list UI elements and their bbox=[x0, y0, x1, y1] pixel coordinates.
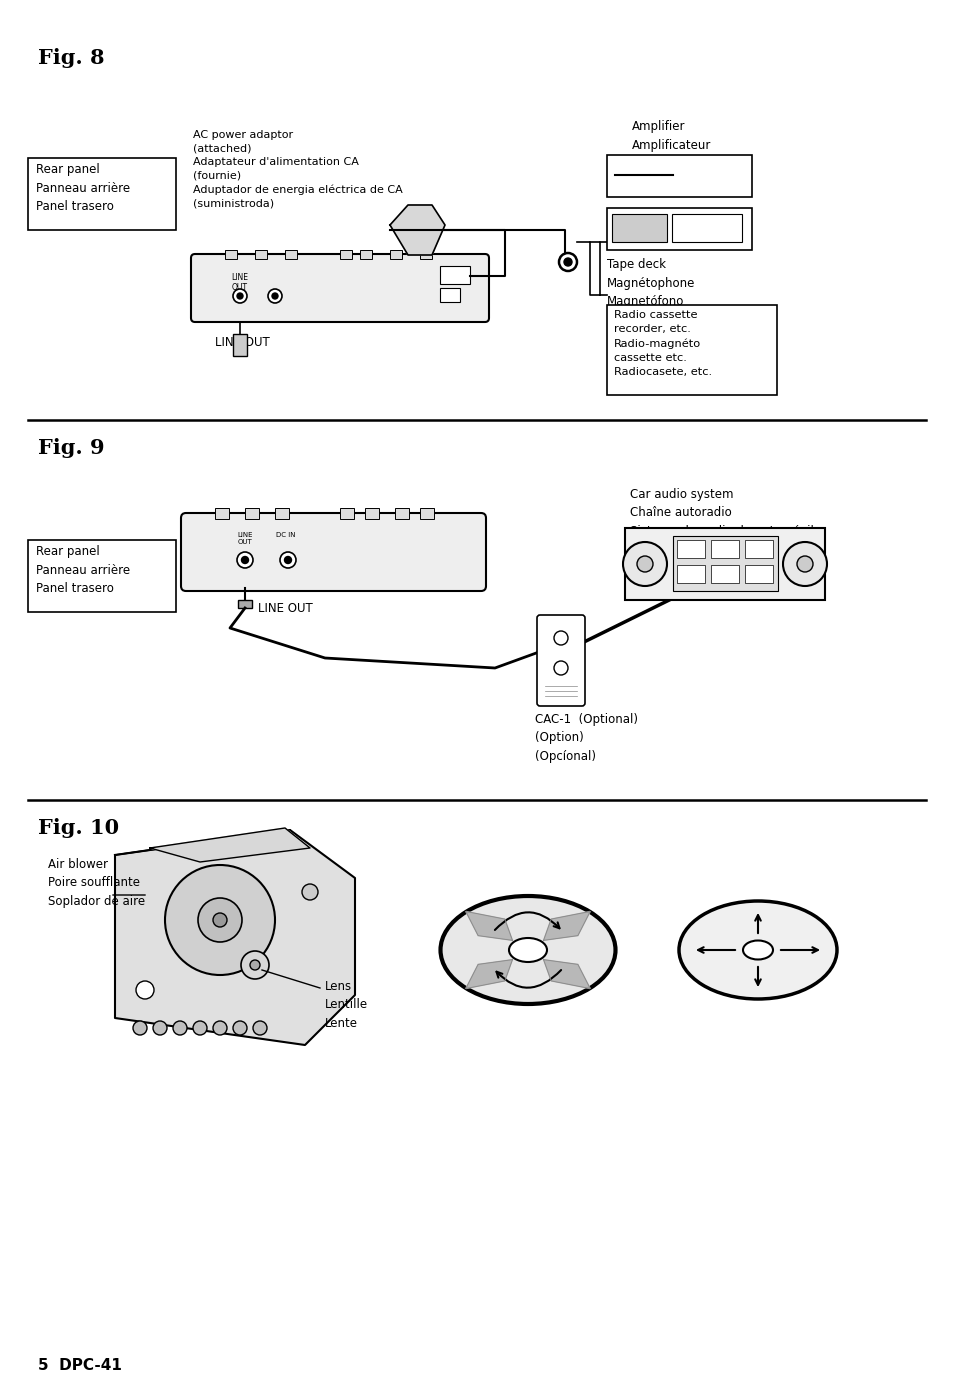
Circle shape bbox=[253, 1021, 267, 1035]
Polygon shape bbox=[390, 205, 444, 256]
Ellipse shape bbox=[509, 937, 546, 963]
Ellipse shape bbox=[742, 940, 772, 960]
Text: Fig. 8: Fig. 8 bbox=[38, 47, 105, 68]
Text: Car audio system
Chaîne autoradio
Sistema de audio de automóvil: Car audio system Chaîne autoradio Sistem… bbox=[629, 488, 813, 538]
Bar bbox=[710, 541, 739, 557]
Polygon shape bbox=[543, 960, 590, 989]
Circle shape bbox=[558, 253, 577, 271]
Text: Fig. 10: Fig. 10 bbox=[38, 819, 119, 838]
Circle shape bbox=[241, 556, 248, 563]
Circle shape bbox=[132, 1021, 147, 1035]
Circle shape bbox=[268, 289, 282, 303]
FancyBboxPatch shape bbox=[28, 158, 175, 231]
Circle shape bbox=[152, 1021, 167, 1035]
Ellipse shape bbox=[679, 901, 836, 999]
Bar bbox=[395, 509, 409, 520]
FancyBboxPatch shape bbox=[28, 541, 175, 612]
Bar bbox=[339, 509, 354, 520]
Bar bbox=[672, 536, 778, 591]
Circle shape bbox=[198, 898, 242, 942]
Bar bbox=[744, 564, 772, 583]
Ellipse shape bbox=[440, 895, 615, 1004]
Circle shape bbox=[280, 552, 295, 569]
Bar bbox=[254, 250, 267, 258]
Bar bbox=[237, 599, 252, 608]
Circle shape bbox=[236, 552, 253, 569]
Circle shape bbox=[272, 293, 277, 299]
Polygon shape bbox=[465, 960, 512, 989]
Circle shape bbox=[554, 661, 567, 675]
Circle shape bbox=[233, 289, 247, 303]
Text: DC IN: DC IN bbox=[276, 532, 295, 538]
FancyBboxPatch shape bbox=[606, 155, 751, 197]
Text: Tape deck
Magnétophone
Magnetófono: Tape deck Magnétophone Magnetófono bbox=[606, 258, 695, 307]
Bar bbox=[744, 541, 772, 557]
Text: Radio cassette
recorder, etc.
Radio-magnéto
cassette etc.
Radiocasete, etc.: Radio cassette recorder, etc. Radio-magn… bbox=[614, 310, 711, 377]
Circle shape bbox=[172, 1021, 187, 1035]
Text: Rear panel
Panneau arrière
Panel trasero: Rear panel Panneau arrière Panel trasero bbox=[36, 545, 130, 595]
Polygon shape bbox=[543, 911, 590, 940]
Text: Rear panel
Panneau arrière
Panel trasero: Rear panel Panneau arrière Panel trasero bbox=[36, 163, 130, 212]
Bar bbox=[419, 250, 432, 258]
Circle shape bbox=[241, 951, 269, 979]
Bar bbox=[233, 334, 247, 356]
Circle shape bbox=[796, 556, 812, 571]
Circle shape bbox=[250, 960, 260, 970]
Text: AC power adaptor
(attached)
Adaptateur d'alimentation CA
(fournie)
Aduptador de : AC power adaptor (attached) Adaptateur d… bbox=[193, 130, 402, 208]
Text: LINE
OUT: LINE OUT bbox=[232, 272, 248, 292]
Text: CAC-1  (Optional)
(Option)
(Opcíonal): CAC-1 (Optional) (Option) (Opcíonal) bbox=[535, 712, 638, 763]
Circle shape bbox=[563, 258, 572, 265]
Bar bbox=[359, 250, 372, 258]
FancyBboxPatch shape bbox=[606, 208, 751, 250]
Bar bbox=[677, 541, 704, 557]
Circle shape bbox=[236, 293, 243, 299]
FancyBboxPatch shape bbox=[181, 513, 485, 591]
Circle shape bbox=[284, 556, 292, 563]
Circle shape bbox=[165, 865, 274, 975]
Polygon shape bbox=[115, 830, 355, 1045]
Bar bbox=[439, 288, 459, 302]
Bar bbox=[285, 250, 296, 258]
Circle shape bbox=[213, 1021, 227, 1035]
Bar bbox=[339, 250, 352, 258]
Bar bbox=[419, 509, 434, 520]
Text: LINE OUT: LINE OUT bbox=[257, 602, 313, 615]
Bar bbox=[612, 214, 666, 242]
Text: Amplifier
Amplificateur
Amplificador: Amplifier Amplificateur Amplificador bbox=[631, 120, 711, 170]
FancyBboxPatch shape bbox=[191, 254, 489, 321]
Text: 5  DPC-41: 5 DPC-41 bbox=[38, 1358, 122, 1373]
Bar bbox=[390, 250, 401, 258]
Polygon shape bbox=[150, 828, 310, 862]
Bar bbox=[710, 564, 739, 583]
Bar bbox=[677, 564, 704, 583]
Text: LINE
OUT: LINE OUT bbox=[237, 532, 253, 545]
Text: Air blower
Poire soufflante
Soplador de aire: Air blower Poire soufflante Soplador de … bbox=[48, 858, 145, 908]
Circle shape bbox=[637, 556, 652, 571]
Bar bbox=[274, 509, 289, 520]
Text: Fig. 9: Fig. 9 bbox=[38, 439, 105, 458]
Bar bbox=[245, 509, 258, 520]
Text: Lens
Lentille
Lente: Lens Lentille Lente bbox=[325, 981, 368, 1030]
Circle shape bbox=[193, 1021, 207, 1035]
Bar bbox=[439, 265, 470, 284]
Circle shape bbox=[233, 1021, 247, 1035]
Circle shape bbox=[554, 631, 567, 645]
Bar bbox=[225, 250, 236, 258]
Text: LINE OUT: LINE OUT bbox=[214, 337, 270, 349]
Polygon shape bbox=[465, 911, 512, 940]
Bar bbox=[365, 509, 378, 520]
Circle shape bbox=[622, 542, 666, 585]
Bar bbox=[214, 509, 229, 520]
Circle shape bbox=[213, 914, 227, 928]
FancyBboxPatch shape bbox=[537, 615, 584, 705]
Circle shape bbox=[136, 981, 153, 999]
Circle shape bbox=[782, 542, 826, 585]
Bar bbox=[671, 214, 741, 242]
FancyBboxPatch shape bbox=[606, 305, 776, 395]
Circle shape bbox=[302, 884, 317, 900]
FancyBboxPatch shape bbox=[624, 528, 824, 599]
